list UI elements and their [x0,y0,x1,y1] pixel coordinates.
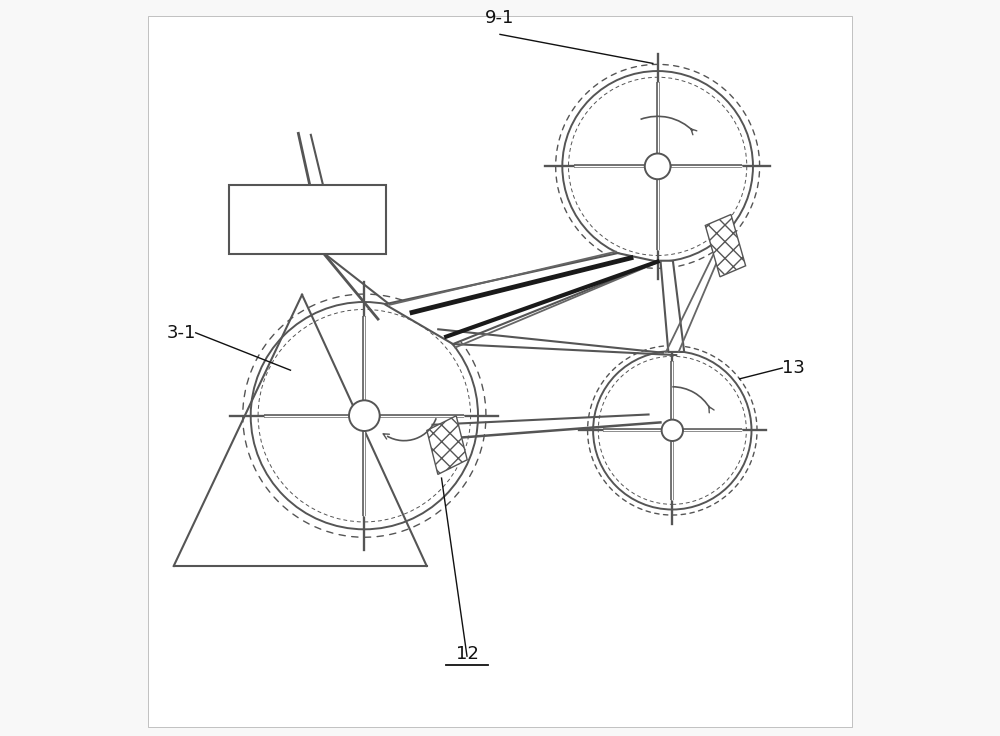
Circle shape [349,400,380,431]
FancyBboxPatch shape [229,185,386,255]
Text: 9-1: 9-1 [485,9,515,27]
Text: 12: 12 [456,645,478,663]
Circle shape [645,154,671,180]
Circle shape [662,420,683,441]
FancyBboxPatch shape [148,16,852,727]
Polygon shape [385,253,658,344]
Polygon shape [427,416,467,475]
Text: 3-1: 3-1 [166,324,196,342]
Polygon shape [705,214,746,277]
Polygon shape [661,261,684,352]
Text: 13: 13 [782,359,805,377]
